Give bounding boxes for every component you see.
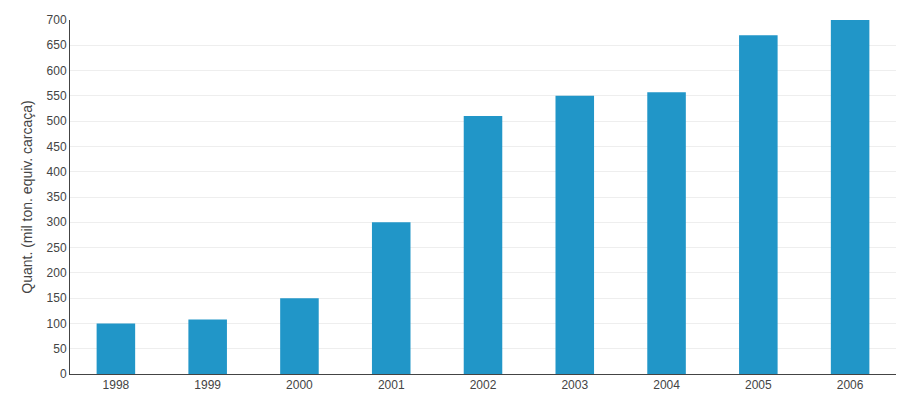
svg-text:50: 50 bbox=[53, 342, 67, 356]
svg-text:550: 550 bbox=[47, 89, 67, 103]
svg-text:2003: 2003 bbox=[561, 378, 588, 392]
svg-text:0: 0 bbox=[60, 367, 67, 381]
svg-text:2002: 2002 bbox=[470, 378, 497, 392]
svg-text:650: 650 bbox=[47, 38, 67, 52]
svg-text:1999: 1999 bbox=[194, 378, 221, 392]
svg-text:450: 450 bbox=[47, 140, 67, 154]
svg-text:500: 500 bbox=[47, 114, 67, 128]
svg-text:100: 100 bbox=[47, 317, 67, 331]
svg-text:250: 250 bbox=[47, 241, 67, 255]
svg-text:400: 400 bbox=[47, 165, 67, 179]
svg-text:2001: 2001 bbox=[378, 378, 405, 392]
svg-text:600: 600 bbox=[47, 64, 67, 78]
svg-text:700: 700 bbox=[47, 13, 67, 27]
svg-text:2004: 2004 bbox=[653, 378, 680, 392]
svg-text:300: 300 bbox=[47, 215, 67, 229]
svg-text:Quant. (mil ton. equiv. carcaç: Quant. (mil ton. equiv. carcaça) bbox=[19, 100, 35, 293]
svg-text:2000: 2000 bbox=[286, 378, 313, 392]
svg-text:2006: 2006 bbox=[837, 378, 864, 392]
svg-text:200: 200 bbox=[47, 266, 67, 280]
svg-text:350: 350 bbox=[47, 190, 67, 204]
svg-text:150: 150 bbox=[47, 291, 67, 305]
svg-text:2005: 2005 bbox=[745, 378, 772, 392]
svg-text:1998: 1998 bbox=[103, 378, 130, 392]
